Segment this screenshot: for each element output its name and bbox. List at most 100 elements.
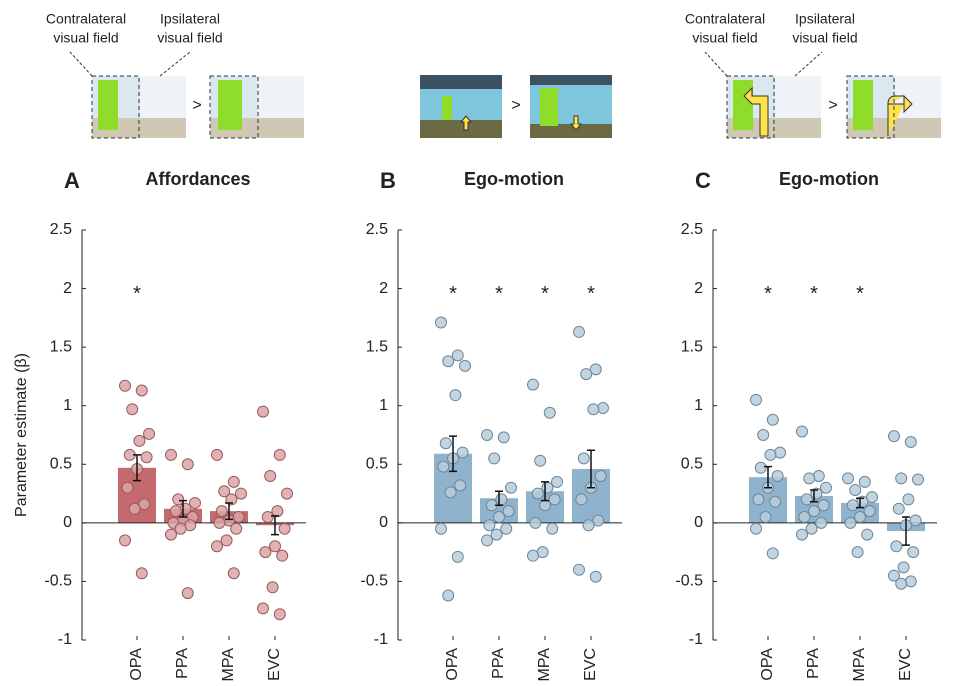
y-tick-label: 1.5 bbox=[681, 338, 703, 355]
significance: * bbox=[810, 283, 818, 305]
label: visual field bbox=[157, 30, 222, 46]
significance: * bbox=[764, 283, 772, 305]
door bbox=[98, 80, 118, 130]
data-point bbox=[892, 502, 905, 515]
data-point bbox=[854, 511, 866, 523]
y-tick-label: 2 bbox=[379, 280, 388, 297]
data-point bbox=[119, 379, 131, 392]
data-point bbox=[798, 511, 811, 523]
data-point bbox=[589, 570, 602, 583]
data-point bbox=[912, 473, 924, 486]
data-point bbox=[273, 448, 286, 461]
leader bbox=[69, 51, 93, 77]
data-point bbox=[140, 451, 153, 464]
data-point bbox=[135, 384, 148, 397]
data-point bbox=[800, 493, 813, 506]
illustration: > bbox=[420, 75, 612, 138]
data-point bbox=[527, 378, 539, 391]
data-point bbox=[752, 493, 765, 506]
data-point bbox=[754, 461, 767, 474]
data-point bbox=[269, 540, 281, 553]
y-tick-label: 1 bbox=[379, 397, 388, 414]
data-point bbox=[227, 475, 240, 488]
data-point bbox=[808, 505, 820, 518]
data-point bbox=[769, 495, 782, 508]
error-bar bbox=[810, 489, 818, 503]
illustration: Contralateral visual field Ipsilateral v… bbox=[685, 11, 941, 139]
data-point bbox=[165, 528, 177, 541]
error-bar bbox=[495, 490, 503, 507]
data-point bbox=[449, 389, 462, 402]
label: Contralateral bbox=[46, 11, 126, 27]
data-point bbox=[531, 487, 544, 500]
significance: * bbox=[856, 283, 864, 305]
data-point bbox=[757, 429, 770, 441]
x-tick-label: OPA bbox=[444, 648, 461, 681]
x-tick-label: PPA bbox=[174, 648, 191, 679]
significance: * bbox=[133, 283, 141, 305]
data-point bbox=[456, 446, 469, 459]
data-point bbox=[257, 602, 269, 615]
data-point bbox=[143, 427, 155, 440]
data-point bbox=[849, 484, 862, 497]
data-point bbox=[820, 481, 832, 494]
door bbox=[218, 80, 242, 130]
data-point bbox=[488, 452, 501, 465]
y-tick-label: 1.5 bbox=[366, 338, 388, 355]
data-point bbox=[257, 405, 269, 418]
data-point bbox=[764, 448, 777, 461]
leader bbox=[794, 51, 823, 77]
data-point bbox=[165, 448, 177, 461]
data-point bbox=[902, 493, 915, 506]
x-tick-label: MPA bbox=[851, 648, 868, 682]
data-point bbox=[435, 522, 447, 535]
significance: * bbox=[495, 283, 503, 305]
data-point bbox=[904, 436, 917, 449]
data-point bbox=[895, 472, 908, 485]
data-point bbox=[897, 561, 910, 574]
arrow bbox=[569, 115, 583, 131]
error-bar bbox=[225, 502, 233, 521]
frame bbox=[726, 75, 775, 139]
data-point bbox=[451, 550, 464, 563]
panel-letter: C bbox=[695, 168, 711, 193]
data-point bbox=[796, 425, 808, 438]
data-point bbox=[851, 546, 864, 559]
data-point bbox=[577, 452, 590, 465]
x-tick-label: EVC bbox=[582, 648, 599, 681]
data-point bbox=[539, 499, 551, 512]
data-point bbox=[225, 493, 238, 506]
significance: * bbox=[587, 283, 595, 305]
data-point bbox=[502, 505, 515, 518]
scene bbox=[530, 124, 612, 138]
data-point bbox=[439, 437, 452, 450]
y-tick-label: 1 bbox=[694, 397, 703, 414]
data-point bbox=[121, 481, 134, 494]
scene bbox=[420, 75, 502, 89]
data-point bbox=[796, 528, 808, 541]
error-bar bbox=[764, 465, 772, 489]
data-point bbox=[271, 505, 284, 518]
frame bbox=[846, 75, 895, 139]
scene bbox=[530, 75, 612, 85]
data-point bbox=[750, 522, 762, 535]
data-point bbox=[805, 522, 818, 535]
y-tick-label: 1 bbox=[63, 397, 72, 414]
data-point bbox=[573, 563, 585, 576]
data-point bbox=[218, 485, 231, 498]
error-bar bbox=[133, 454, 141, 482]
separator: > bbox=[192, 97, 201, 114]
data-point bbox=[500, 522, 513, 535]
y-tick-label: 0 bbox=[694, 514, 703, 531]
leader bbox=[704, 51, 728, 77]
data-point bbox=[261, 511, 274, 523]
data-point bbox=[459, 359, 471, 372]
data-point bbox=[451, 349, 464, 362]
data-point bbox=[766, 547, 779, 560]
data-point bbox=[548, 493, 561, 506]
separator: > bbox=[828, 97, 837, 114]
data-point bbox=[442, 355, 455, 368]
data-point bbox=[803, 472, 816, 485]
y-tick-label: -1 bbox=[58, 631, 72, 648]
data-point bbox=[888, 430, 900, 443]
